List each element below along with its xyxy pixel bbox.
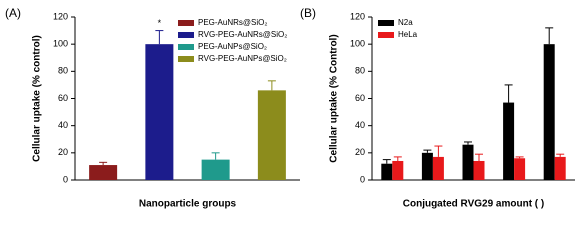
annotation: * <box>158 18 162 28</box>
legend-label: HeLa <box>398 30 418 39</box>
bar <box>543 44 555 180</box>
y-tick-label: 80 <box>355 66 365 76</box>
y-tick-label: 20 <box>58 147 68 157</box>
y-tick-label: 80 <box>58 66 68 76</box>
figure: (A) 0 20 40 60 80 100 120 Nanoparticle groups Cel… <box>5 6 575 210</box>
legend-label: N2a <box>398 18 413 27</box>
bar <box>421 152 433 180</box>
legend-label: PEG-AuNPs@SiO₂ <box>198 42 267 51</box>
legend-swatch <box>178 44 194 50</box>
bar <box>392 160 404 180</box>
y-axis-label: Cellular uptake (% Control) <box>329 34 340 162</box>
legend-swatch <box>178 32 194 38</box>
y-tick-label: 60 <box>355 93 365 103</box>
legend-swatch <box>178 56 194 62</box>
y-tick-label: 100 <box>350 39 365 49</box>
y-tick-label: 60 <box>58 93 68 103</box>
bar <box>381 163 393 180</box>
bar <box>473 160 485 180</box>
bar <box>201 159 230 180</box>
y-axis-label: Cellular uptake (% control) <box>32 35 43 162</box>
panel-label: (A) <box>5 6 21 20</box>
legend-label: PEG-AuNRs@SiO₂ <box>198 18 267 27</box>
bar <box>257 90 286 180</box>
bar <box>462 144 474 180</box>
y-tick-label: 0 <box>360 174 365 184</box>
bar <box>89 165 118 180</box>
bar <box>503 102 515 180</box>
y-tick-label: 40 <box>58 120 68 130</box>
bar <box>554 156 566 180</box>
y-tick-label: 20 <box>355 147 365 157</box>
bar <box>145 44 174 180</box>
legend-label: RVG-PEG-AuNPs@SiO₂ <box>198 54 287 63</box>
legend-swatch <box>378 32 394 38</box>
x-axis-label: Nanoparticle groups <box>139 199 237 210</box>
y-tick-label: 40 <box>355 120 365 130</box>
y-tick-label: 120 <box>350 11 365 21</box>
y-tick-label: 120 <box>53 11 68 21</box>
legend-swatch <box>378 20 394 26</box>
panel-label: (B) <box>300 6 316 20</box>
bar <box>514 158 526 180</box>
x-axis-label: Conjugated RVG29 amount ( ) <box>403 199 545 210</box>
legend-label: RVG-PEG-AuNRs@SiO₂ <box>198 30 287 39</box>
y-tick-label: 0 <box>63 174 68 184</box>
bar <box>432 156 444 180</box>
legend-swatch <box>178 20 194 26</box>
y-tick-label: 100 <box>53 39 68 49</box>
